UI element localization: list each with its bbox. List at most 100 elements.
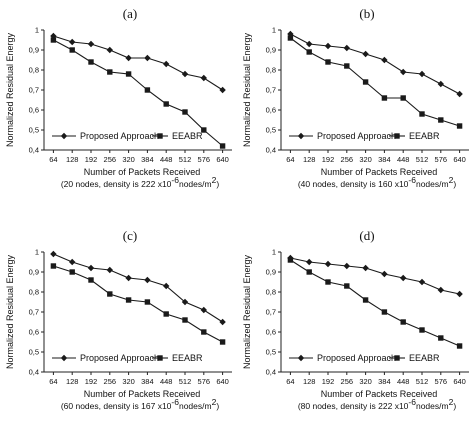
data-point-eeabr (107, 69, 113, 75)
data-point-proposed (362, 50, 369, 58)
x-tick-label: 64 (286, 377, 294, 386)
x-tick-label: 576 (435, 377, 448, 386)
x-axis-label: Number of Packets Received (321, 167, 438, 177)
panel-label: (b) (359, 6, 374, 21)
chart-panel-2: (b) 0,4 0,5 0,6 0,7 0,8 0,9 1 64 128 192 256 320 384 4… (242, 6, 469, 189)
data-point-proposed (456, 290, 463, 298)
x-tick-label: 320 (122, 155, 135, 164)
y-tick-label: 0,6 (266, 328, 276, 337)
data-point-eeabr (400, 319, 406, 325)
x-tick-label: 576 (198, 377, 211, 386)
data-point-proposed (343, 262, 350, 270)
series-line-eeabr (290, 37, 460, 127)
data-point-proposed (163, 282, 170, 290)
x-tick-label: 128 (66, 377, 79, 386)
x-tick-label: 256 (104, 377, 117, 386)
series-line-eeabr (53, 265, 223, 343)
panel-label: (d) (359, 228, 374, 243)
data-point-eeabr (362, 79, 369, 85)
data-point-eeabr (456, 123, 463, 129)
x-tick-label: 384 (141, 377, 154, 386)
y-axis-label: Normalized Residual Energy (242, 254, 252, 369)
data-point-proposed (125, 54, 132, 62)
data-point-proposed (144, 276, 151, 284)
data-point-eeabr (381, 95, 388, 101)
legend-marker-eeabr (157, 133, 163, 139)
data-point-eeabr (125, 71, 132, 77)
x-tick-label: 640 (216, 155, 229, 164)
panel-caption: (20 nodes, density is 222 x10-6nodes/m2) (61, 175, 219, 189)
x-tick-label: 64 (286, 155, 294, 164)
x-tick-label: 512 (416, 377, 429, 386)
data-point-eeabr (344, 283, 350, 289)
data-point-proposed (106, 266, 113, 274)
data-point-eeabr (219, 339, 226, 345)
x-tick-label: 320 (359, 377, 372, 386)
data-point-proposed (437, 80, 444, 88)
y-tick-label: 0,4 (266, 368, 276, 377)
data-point-proposed (324, 42, 332, 50)
legend-label-eeabr: EEABR (172, 131, 203, 141)
x-tick-label: 448 (397, 155, 410, 164)
data-point-eeabr (381, 309, 388, 315)
x-tick-label: 512 (179, 155, 192, 164)
x-axis-label: Number of Packets Received (84, 389, 201, 399)
data-point-proposed (418, 278, 426, 286)
x-tick-label: 192 (85, 155, 98, 164)
data-point-eeabr (201, 329, 207, 335)
legend-marker-eeabr (157, 355, 163, 361)
series-line-proposed (290, 257, 460, 295)
y-axis-label: Normalized Residual Energy (242, 32, 252, 147)
x-tick-label: 384 (141, 155, 154, 164)
x-tick-label: 256 (341, 377, 354, 386)
y-tick-label: 0,5 (266, 348, 276, 357)
data-point-eeabr (438, 335, 444, 341)
data-point-eeabr (362, 297, 369, 303)
data-point-eeabr (438, 117, 444, 123)
data-point-proposed (381, 270, 388, 278)
data-point-eeabr (69, 47, 75, 53)
data-point-proposed (362, 264, 369, 272)
data-point-proposed (456, 90, 463, 98)
data-point-eeabr (287, 257, 294, 263)
x-tick-label: 384 (378, 155, 391, 164)
series-line-proposed (290, 33, 460, 95)
chart-panel-1: (a) 0,4 0,5 0,6 0,7 0,8 0,9 1 64 128 192 256 320 384 4… (5, 6, 232, 189)
panel-caption: (60 nodes, density is 167 x10-6nodes/m2) (61, 397, 219, 411)
legend-label-proposed: Proposed Approach (80, 131, 159, 141)
data-point-proposed (69, 38, 76, 46)
panel-label: (c) (123, 228, 137, 243)
data-point-eeabr (50, 263, 57, 269)
y-tick-label: 1 (35, 248, 39, 257)
x-tick-label: 320 (122, 377, 135, 386)
y-tick-label: 0,9 (29, 46, 39, 55)
data-point-eeabr (107, 291, 113, 297)
data-point-proposed (144, 54, 151, 62)
data-point-eeabr (88, 59, 94, 65)
data-point-eeabr (456, 343, 463, 349)
data-point-eeabr (125, 297, 132, 303)
data-point-eeabr (287, 35, 294, 41)
data-point-proposed (306, 258, 313, 266)
legend-marker-eeabr (394, 133, 400, 139)
x-tick-label: 64 (49, 377, 57, 386)
x-tick-label: 576 (435, 155, 448, 164)
legend-label-proposed: Proposed Approach (317, 353, 396, 363)
data-point-eeabr (88, 277, 94, 283)
chart-panel-3: (c) 0,4 0,5 0,6 0,7 0,8 0,9 1 64 128 192 256 320 384 4… (5, 228, 232, 411)
x-tick-label: 384 (378, 377, 391, 386)
y-tick-label: 0,6 (266, 106, 276, 115)
x-tick-label: 640 (453, 155, 466, 164)
data-point-eeabr (182, 317, 188, 323)
y-tick-label: 0,4 (266, 146, 276, 155)
data-point-proposed (219, 318, 226, 326)
x-tick-label: 640 (216, 377, 229, 386)
series-line-eeabr (290, 259, 460, 347)
y-tick-label: 0,9 (29, 268, 39, 277)
data-point-eeabr (144, 299, 151, 305)
x-tick-label: 192 (322, 155, 335, 164)
x-tick-label: 320 (359, 155, 372, 164)
y-tick-label: 0,6 (29, 106, 39, 115)
y-tick-label: 0,7 (29, 308, 39, 317)
data-point-proposed (343, 44, 350, 52)
